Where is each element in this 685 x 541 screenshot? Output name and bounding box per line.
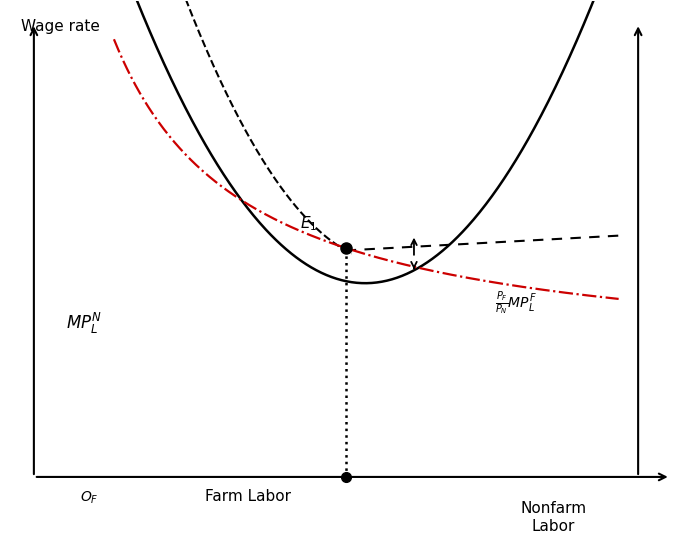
- Text: $O_F$: $O_F$: [79, 489, 99, 505]
- Text: $E_1$: $E_1$: [300, 214, 318, 233]
- Text: $MP_L^N$: $MP_L^N$: [66, 311, 102, 337]
- Text: Farm Labor: Farm Labor: [206, 489, 291, 504]
- Text: Wage rate: Wage rate: [21, 19, 100, 35]
- Text: Nonfarm
Labor: Nonfarm Labor: [521, 501, 587, 533]
- Text: $\frac{P_F}{P_N}MP_L^F$: $\frac{P_F}{P_N}MP_L^F$: [495, 289, 537, 317]
